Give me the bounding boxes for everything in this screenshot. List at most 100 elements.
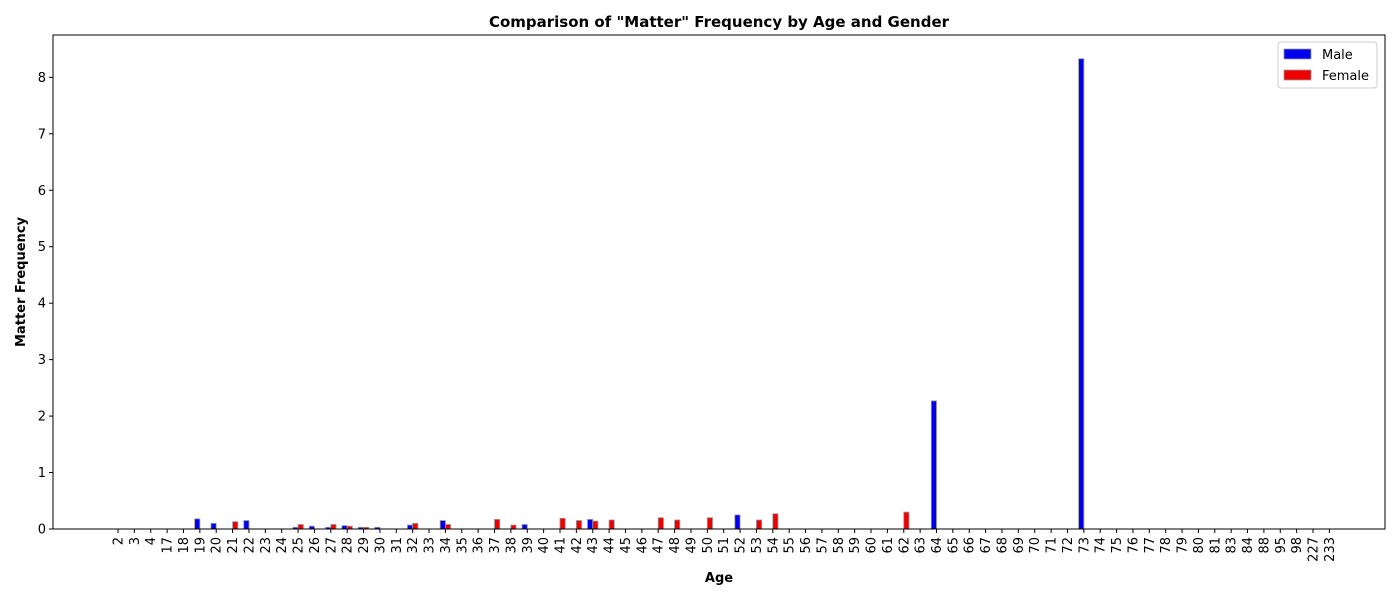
x-tick-label: 20 xyxy=(210,537,225,554)
x-tick-label: 34 xyxy=(439,537,454,554)
x-tick-label: 53 xyxy=(750,537,765,554)
x-tick-label: 37 xyxy=(488,537,503,554)
x-tick-label: 95 xyxy=(1274,537,1289,554)
bar-female xyxy=(297,524,304,530)
x-tick-label: 22 xyxy=(242,537,257,554)
x-tick-label: 44 xyxy=(603,537,618,554)
bar-female xyxy=(903,511,910,530)
x-tick-label: 45 xyxy=(619,537,634,554)
bar-male xyxy=(521,524,528,530)
x-tick-label: 74 xyxy=(1094,537,1109,554)
x-tick-label: 72 xyxy=(1061,537,1076,554)
x-tick-label: 84 xyxy=(1241,537,1256,554)
bars-group xyxy=(194,58,1085,530)
x-tick-label: 50 xyxy=(701,537,716,554)
y-tick-label: 4 xyxy=(38,297,46,312)
x-tick-label: 38 xyxy=(504,537,519,554)
x-tick-label: 49 xyxy=(684,537,699,554)
x-tick-label: 41 xyxy=(553,537,568,554)
x-tick-label: 60 xyxy=(865,537,880,554)
x-tick-label: 70 xyxy=(1028,537,1043,554)
x-tick-label: 71 xyxy=(1045,537,1060,554)
legend-swatch-male xyxy=(1283,48,1312,60)
bar-male xyxy=(439,520,446,530)
y-axis-label: Matter Frequency xyxy=(14,216,29,347)
x-tick-label: 65 xyxy=(946,537,961,554)
y-tick-label: 0 xyxy=(38,523,46,538)
x-tick-label: 56 xyxy=(799,537,814,554)
x-tick-label: 61 xyxy=(881,537,896,554)
bar-female xyxy=(756,519,763,530)
plot-frame xyxy=(52,34,1386,530)
bar-female xyxy=(232,521,239,530)
x-tick-label: 26 xyxy=(308,537,323,554)
x-tick-label: 62 xyxy=(897,537,912,554)
x-tick-label: 36 xyxy=(472,537,487,554)
x-tick-label: 63 xyxy=(914,537,929,554)
x-tick-label: 42 xyxy=(570,537,585,554)
x-tick-label: 80 xyxy=(1192,537,1207,554)
x-tick-label: 75 xyxy=(1110,537,1125,554)
x-tick-label: 24 xyxy=(275,537,290,554)
x-tick-label: 28 xyxy=(341,537,356,554)
bar-male xyxy=(587,519,594,530)
bar-male xyxy=(210,522,217,530)
x-tick-label: 98 xyxy=(1290,537,1305,554)
x-tick-label: 81 xyxy=(1208,537,1223,554)
x-tick-label: 39 xyxy=(521,537,536,554)
bar-male xyxy=(341,525,348,530)
y-tick-label: 2 xyxy=(38,410,46,425)
bar-female xyxy=(608,519,615,530)
x-tick-label: 30 xyxy=(373,537,388,554)
x-tick-label: 64 xyxy=(930,537,945,554)
x-tick-label: 2 xyxy=(112,537,127,545)
bar-female xyxy=(330,524,337,530)
x-tick-label: 33 xyxy=(423,537,438,554)
x-axis-label: Age xyxy=(705,571,733,586)
legend-swatch-female xyxy=(1283,69,1312,81)
legend-label-male: Male xyxy=(1322,48,1353,63)
x-tick-label: 233 xyxy=(1323,537,1338,562)
x-tick-label: 67 xyxy=(979,537,994,554)
x-tick-label: 19 xyxy=(193,537,208,554)
x-tick-label: 46 xyxy=(635,537,650,554)
bar-female xyxy=(772,513,779,530)
bar-male xyxy=(930,400,937,530)
x-tick-label: 76 xyxy=(1126,537,1141,554)
legend-label-female: Female xyxy=(1322,69,1369,84)
x-tick-label: 17 xyxy=(161,537,176,554)
x-tick-label: 40 xyxy=(537,537,552,554)
x-tick-label: 43 xyxy=(586,537,601,554)
x-tick-label: 77 xyxy=(1143,537,1158,554)
x-tick-label: 57 xyxy=(815,537,830,554)
y-tick-label: 3 xyxy=(38,353,46,368)
bar-female xyxy=(657,517,664,530)
bar-male xyxy=(407,524,414,530)
x-tick-label: 21 xyxy=(226,537,241,554)
y-tick-label: 1 xyxy=(38,466,46,481)
x-tick-label: 78 xyxy=(1159,537,1174,554)
x-tick-label: 66 xyxy=(963,537,978,554)
bar-male xyxy=(194,518,201,530)
x-tick-label: 3 xyxy=(128,537,143,545)
bar-male xyxy=(734,514,741,530)
y-tick-label: 7 xyxy=(38,127,46,142)
x-tick-label: 83 xyxy=(1225,537,1240,554)
x-tick-label: 48 xyxy=(668,537,683,554)
x-tick-label: 4 xyxy=(144,537,159,545)
x-axis: 2 3 4 17 18 19 20 21 22 23 24 25 26 27 28 29 30 31 32 33 34 3… xyxy=(112,529,1338,562)
x-tick-label: 88 xyxy=(1257,537,1272,554)
bar-female xyxy=(575,520,582,530)
x-tick-label: 35 xyxy=(455,537,470,554)
x-tick-label: 23 xyxy=(259,537,274,554)
x-tick-label: 227 xyxy=(1307,537,1322,562)
x-tick-label: 47 xyxy=(652,537,667,554)
x-tick-label: 18 xyxy=(177,537,192,554)
x-tick-label: 32 xyxy=(406,537,421,554)
x-tick-label: 59 xyxy=(848,537,863,554)
bar-female xyxy=(592,520,599,530)
bar-male xyxy=(1078,58,1085,530)
x-tick-label: 52 xyxy=(734,537,749,554)
chart-title: Comparison of "Matter" Frequency by Age … xyxy=(489,13,950,31)
x-tick-label: 54 xyxy=(766,537,781,554)
